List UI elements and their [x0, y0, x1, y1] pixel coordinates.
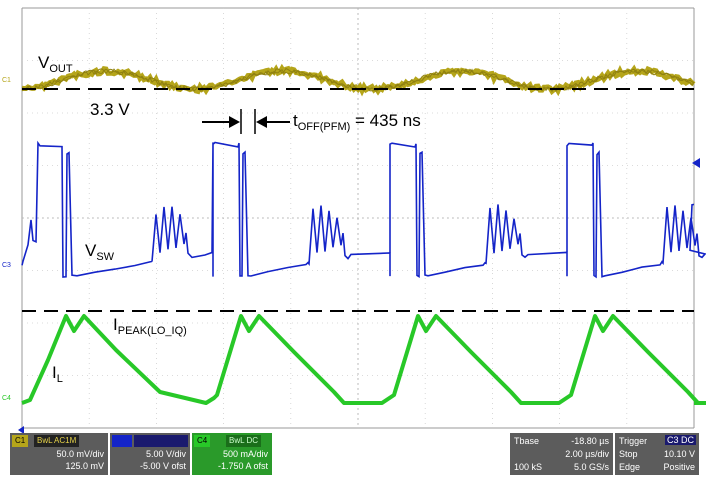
- trigger-level-marker: [692, 158, 700, 168]
- timebase-box[interactable]: Tbase -18.80 µs 2.00 µs/div 100 kS 5.0 G…: [510, 433, 613, 475]
- channel-1-id: C1: [12, 435, 28, 447]
- channel-4-tags: BwL DC: [226, 435, 261, 447]
- toff-arrowhead-left: [229, 116, 240, 128]
- trigger-level: 10.10 V: [664, 449, 695, 459]
- channel-3-tags: [134, 435, 188, 447]
- vout-level-label: 3.3 V: [90, 101, 130, 118]
- timebase-samples: 100 kS: [514, 462, 542, 472]
- c1-marker: C1: [2, 77, 11, 84]
- toff-arrowhead-right: [256, 116, 267, 128]
- channel-4-id: C4: [194, 435, 210, 447]
- trigger-mode: Stop: [619, 449, 638, 459]
- timebase-rate: 5.0 GS/s: [574, 462, 609, 472]
- il-label: IL: [52, 364, 63, 385]
- channel-4-scale: 500 mA/div: [223, 449, 268, 459]
- channel-1-offset: 125.0 mV: [65, 461, 104, 471]
- trigger-box[interactable]: Trigger C3 DC Stop 10.10 V Edge Positive: [615, 433, 699, 475]
- channel-3-offset: -5.00 V ofst: [140, 461, 186, 471]
- trigger-type: Edge: [619, 462, 640, 472]
- channel-1-box[interactable]: C1 BwL AC1M 50.0 mV/div 125.0 mV: [10, 433, 108, 475]
- channel-1-scale: 50.0 mV/div: [56, 449, 104, 459]
- vsw-label: VSW: [85, 242, 114, 263]
- trigger-slope: Positive: [663, 462, 695, 472]
- timebase-label: Tbase: [514, 436, 539, 446]
- channel-4-offset: -1.750 A ofst: [218, 461, 268, 471]
- channel-1-tags: BwL AC1M: [34, 435, 79, 447]
- vsw-trace: [22, 142, 705, 277]
- toff-label: tOFF(PFM) = 435 ns: [293, 112, 421, 133]
- c4-marker: C4: [2, 395, 11, 402]
- timebase-div: 2.00 µs/div: [565, 449, 609, 459]
- channel-4-box[interactable]: C4 BwL DC 500 mA/div -1.750 A ofst: [192, 433, 272, 475]
- trigger-source: C3 DC: [665, 435, 696, 445]
- c3-marker: C3: [2, 262, 11, 269]
- ipeak-label: IPEAK(LO_IQ): [113, 316, 187, 337]
- timebase-position: -18.80 µs: [571, 436, 609, 446]
- channel-3-box[interactable]: 5.00 V/div -5.00 V ofst: [110, 433, 190, 475]
- vout-label: VOUT: [38, 54, 73, 75]
- channel-3-scale: 5.00 V/div: [146, 449, 186, 459]
- channel-3-id: [112, 435, 132, 447]
- trigger-label: Trigger: [619, 436, 647, 446]
